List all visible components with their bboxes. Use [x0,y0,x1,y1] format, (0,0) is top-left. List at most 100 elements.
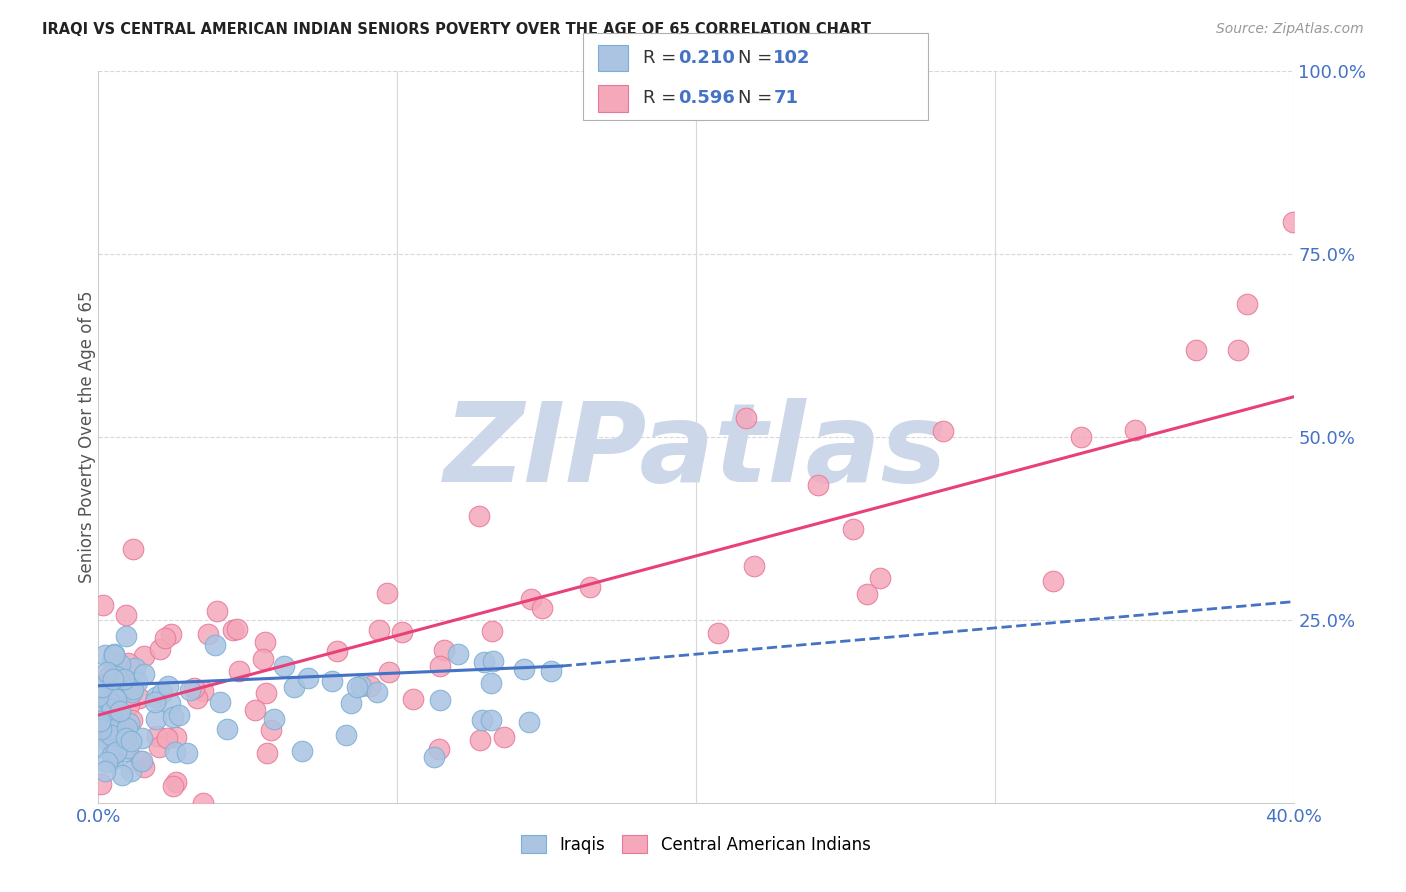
Point [807,478,830,492]
Point [744,558,766,573]
Point [222,623,245,637]
Point [104,705,127,719]
Point [98,695,121,709]
Point [94,679,117,693]
Point [707,626,730,640]
Point [165,730,187,744]
Point [101,688,124,702]
Point [127,674,149,689]
Point [165,774,187,789]
Point [98,715,121,730]
Point [105,745,128,759]
Point [226,622,249,636]
Point [842,522,865,536]
Point [167,707,190,722]
Point [148,739,170,754]
Point [152,686,174,700]
Point [89,714,111,729]
Point [191,684,214,698]
Point [96,755,118,769]
Text: IRAQI VS CENTRAL AMERICAN INDIAN SENIORS POVERTY OVER THE AGE OF 65 CORRELATION : IRAQI VS CENTRAL AMERICAN INDIAN SENIORS… [42,22,872,37]
Point [101,654,124,668]
Point [93,704,115,718]
Point [433,643,456,657]
Point [111,768,134,782]
Point [94,764,117,778]
Legend: Iraqis, Central American Indians: Iraqis, Central American Indians [515,829,877,860]
Point [530,600,553,615]
Point [427,742,450,756]
Point [468,508,491,523]
Point [252,652,274,666]
Point [98,717,121,731]
Point [197,627,219,641]
Point [124,660,146,674]
Point [132,667,155,681]
Point [162,710,184,724]
Point [481,624,503,639]
Point [1281,214,1303,228]
Point [492,730,515,744]
Point [120,734,142,748]
Text: ZIPatlas: ZIPatlas [444,398,948,505]
Point [94,727,117,741]
Point [117,657,139,671]
Point [107,719,129,733]
Point [263,712,285,726]
Point [517,714,540,729]
Text: 71: 71 [773,89,799,107]
Text: 0.210: 0.210 [678,49,734,67]
Point [254,686,277,700]
Point [1123,423,1146,437]
Point [112,672,135,686]
Point [375,585,398,599]
Point [96,665,118,679]
Point [114,744,136,758]
Point [578,580,600,594]
Point [447,647,470,661]
Point [115,607,138,622]
Point [540,665,562,679]
Point [377,665,399,679]
Point [89,721,111,735]
Point [101,724,124,739]
Point [105,692,128,706]
Point [128,690,150,705]
Text: R =: R = [643,89,682,107]
Point [89,707,111,722]
Point [346,680,368,694]
Point [391,624,413,639]
Point [129,754,152,768]
Point [118,698,141,712]
Text: 0.596: 0.596 [678,89,734,107]
Point [117,677,139,691]
Point [100,701,122,715]
Point [1236,297,1258,311]
Point [145,712,167,726]
Point [179,682,201,697]
Point [205,604,228,618]
Point [359,679,381,693]
Point [103,698,125,713]
Point [98,726,121,740]
Point [107,706,129,721]
Point [100,722,122,736]
Point [367,623,389,637]
Point [153,631,176,645]
Point [471,713,494,727]
Point [121,685,143,699]
Point [243,703,266,717]
Point [1042,574,1064,588]
Point [103,672,125,686]
Point [186,691,208,706]
Point [162,779,184,793]
Point [429,692,451,706]
Point [101,752,124,766]
Point [260,723,283,738]
Y-axis label: Seniors Poverty Over the Age of 65: Seniors Poverty Over the Age of 65 [79,291,96,583]
Point [350,679,373,693]
Point [90,695,112,709]
Point [103,647,125,661]
Point [118,715,141,730]
Point [134,760,156,774]
